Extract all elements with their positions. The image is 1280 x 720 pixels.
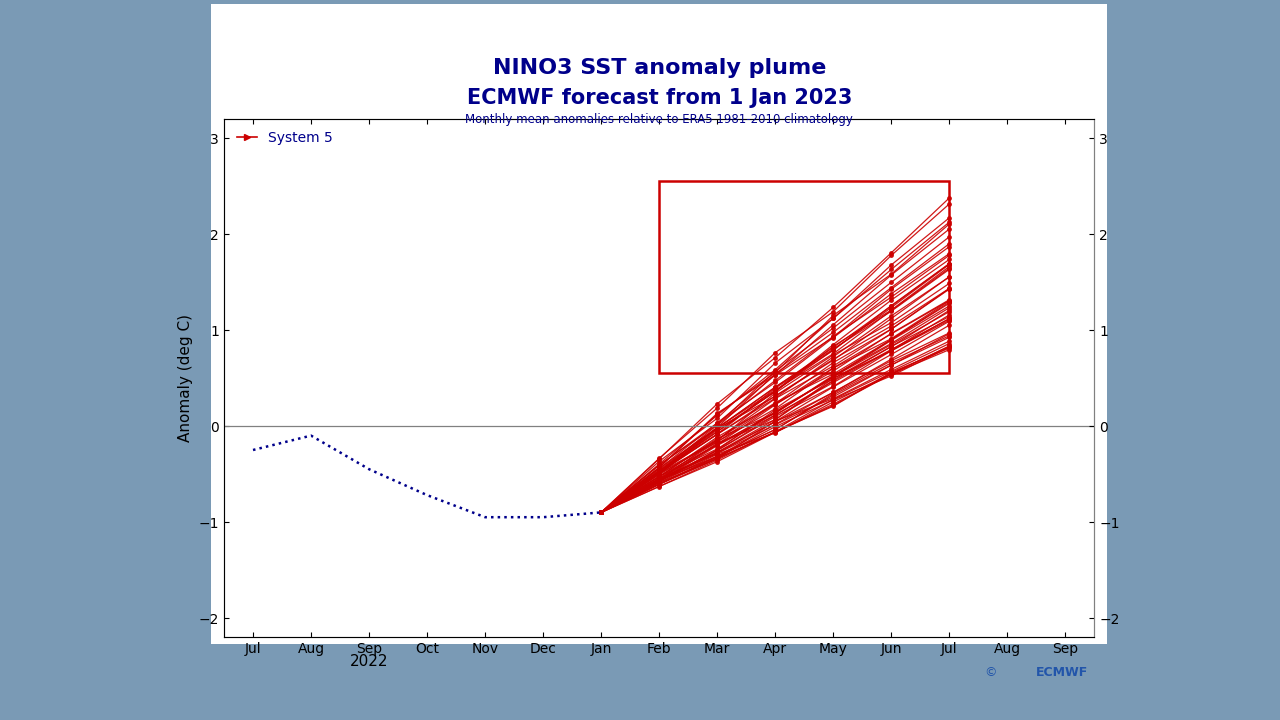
Y-axis label: Anomaly (deg C): Anomaly (deg C): [178, 314, 193, 442]
Legend: System 5: System 5: [230, 126, 339, 151]
Bar: [659, 181, 950, 373]
Text: ECMWF forecast from 1 Jan 2023: ECMWF forecast from 1 Jan 2023: [466, 88, 852, 108]
Text: NINO3 SST anomaly plume: NINO3 SST anomaly plume: [493, 58, 826, 78]
Text: 2022: 2022: [349, 654, 388, 670]
Text: Monthly mean anomalies relative to ERA5 1981-2010 climatology: Monthly mean anomalies relative to ERA5 …: [465, 113, 854, 126]
Text: ©: ©: [984, 666, 997, 679]
Text: ECMWF: ECMWF: [1036, 666, 1088, 679]
